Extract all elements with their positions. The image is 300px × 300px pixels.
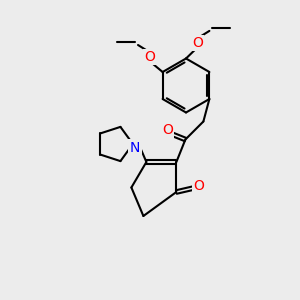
Text: O: O (145, 50, 155, 64)
Text: O: O (194, 179, 204, 193)
Text: N: N (130, 141, 140, 154)
Text: O: O (162, 124, 173, 137)
Text: O: O (192, 36, 203, 50)
